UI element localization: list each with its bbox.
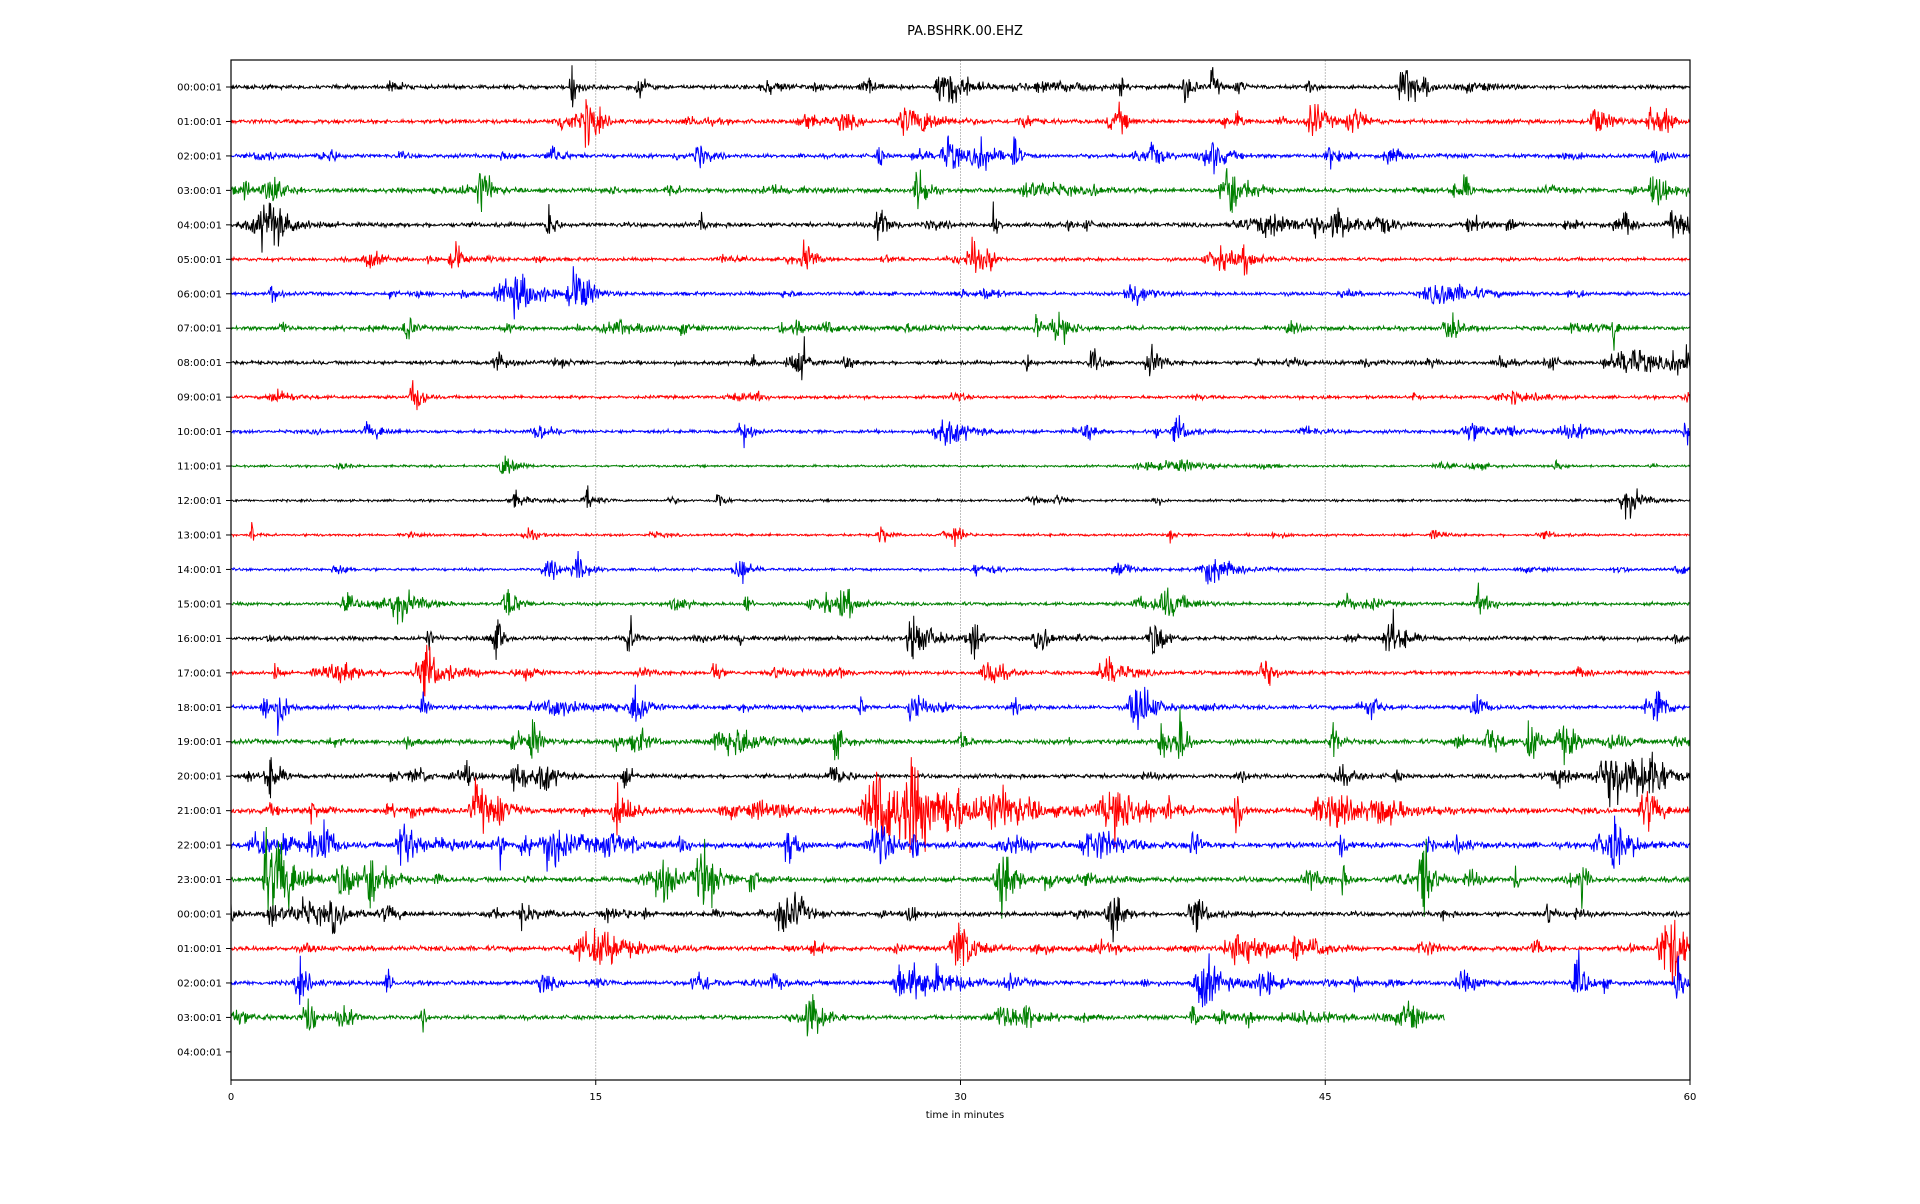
y-tick-label: 02:00:01 [177, 978, 222, 989]
trace-row-21 [231, 757, 1690, 854]
trace-row-24 [231, 891, 1690, 943]
y-tick-label: 23:00:01 [177, 875, 222, 886]
x-tick-label: 0 [228, 1092, 234, 1103]
trace-row-26 [231, 949, 1690, 1008]
y-tick-label: 13:00:01 [177, 530, 222, 541]
trace-row-5 [231, 236, 1690, 276]
plot-frame [230, 59, 1691, 1081]
x-tick-label: 45 [1319, 1092, 1332, 1103]
trace-row-1 [231, 99, 1690, 148]
trace-row-2 [231, 135, 1690, 175]
trace-row-13 [231, 522, 1690, 548]
trace-row-0 [231, 65, 1690, 108]
y-tick-label: 04:00:01 [177, 1047, 222, 1058]
x-axis-label: time in minutes [926, 1110, 1005, 1121]
trace-row-25 [231, 919, 1690, 985]
y-tick-label: 03:00:01 [177, 186, 222, 197]
y-tick-label: 16:00:01 [177, 634, 222, 645]
y-tick-label: 07:00:01 [177, 324, 222, 335]
trace-row-12 [231, 485, 1690, 520]
y-tick-label: 17:00:01 [177, 668, 222, 679]
y-tick-label: 09:00:01 [177, 393, 222, 404]
trace-row-11 [231, 455, 1690, 475]
trace-row-8 [231, 336, 1690, 381]
trace-row-14 [231, 550, 1690, 585]
x-tick-label: 15 [589, 1092, 602, 1103]
y-tick-label: 00:00:01 [177, 83, 222, 94]
y-tick-label: 21:00:01 [177, 806, 222, 817]
y-tick-label: 03:00:01 [177, 1013, 222, 1024]
y-tick-label: 15:00:01 [177, 599, 222, 610]
trace-row-6 [231, 266, 1690, 320]
y-tick-label: 01:00:01 [177, 117, 222, 128]
trace-row-22 [231, 815, 1690, 872]
trace-row-7 [231, 311, 1690, 351]
x-tick-labels: 0 15 30 45 60 [228, 1080, 1697, 1103]
trace-row-9 [231, 380, 1690, 411]
trace-row-16 [231, 608, 1690, 660]
chart-title: PA.BSHRK.00.EHZ [907, 24, 1023, 39]
trace-row-3 [231, 168, 1690, 213]
y-tick-label: 10:00:01 [177, 427, 222, 438]
y-tick-label: 20:00:01 [177, 772, 222, 783]
trace-row-4 [231, 201, 1690, 253]
x-tick-label: 30 [954, 1092, 967, 1103]
y-tick-label: 06:00:01 [177, 289, 222, 300]
trace-row-17 [231, 644, 1690, 697]
traces [231, 65, 1690, 1037]
y-tick-label: 08:00:01 [177, 358, 222, 369]
y-tick-label: 14:00:01 [177, 565, 222, 576]
trace-row-19 [231, 707, 1690, 766]
trace-row-20 [231, 751, 1690, 808]
y-tick-label: 05:00:01 [177, 255, 222, 266]
y-tick-labels: 00:00:01 01:00:01 02:00:01 03:00:01 04:00:01… [177, 83, 231, 1058]
y-tick-label: 19:00:01 [177, 737, 222, 748]
y-tick-label: 18:00:01 [177, 703, 222, 714]
trace-row-15 [231, 582, 1690, 625]
trace-row-10 [231, 415, 1690, 449]
trace-row-23 [231, 826, 1690, 919]
y-tick-label: 11:00:01 [177, 462, 222, 473]
y-tick-label: 22:00:01 [177, 841, 222, 852]
y-tick-label: 02:00:01 [177, 151, 222, 162]
x-tick-label: 60 [1684, 1092, 1697, 1103]
trace-row-18 [231, 684, 1690, 736]
y-tick-label: 00:00:01 [177, 910, 222, 921]
y-tick-label: 01:00:01 [177, 944, 222, 955]
trace-row-27 [231, 994, 1445, 1037]
y-tick-label: 12:00:01 [177, 496, 222, 507]
y-tick-label: 04:00:01 [177, 220, 222, 231]
